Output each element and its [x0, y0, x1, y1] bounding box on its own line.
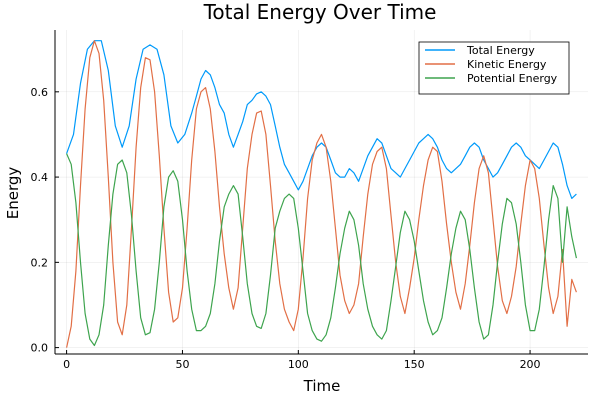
series-lines: [66, 40, 577, 348]
legend-label: Total Energy: [466, 44, 535, 57]
x-tick-label: 50: [175, 358, 189, 371]
x-tick-label: 0: [63, 358, 70, 371]
y-tick-label: 0.0: [31, 342, 49, 355]
x-axis-label: Time: [303, 377, 341, 395]
y-tick-label: 0.6: [31, 86, 49, 99]
axes: 0 50 100 150 200 0.0 0.2 0.4 0.6: [31, 30, 588, 371]
legend-label: Kinetic Energy: [467, 58, 547, 71]
series-line-potential-energy: [66, 153, 577, 347]
x-tick-label: 150: [404, 358, 425, 371]
y-tick-label: 0.2: [31, 256, 49, 269]
series-line-kinetic-energy: [66, 40, 577, 348]
x-tick-label: 200: [520, 358, 541, 371]
legend-label: Potential Energy: [467, 72, 558, 85]
series-line-total-energy: [66, 40, 577, 199]
chart-title: Total Energy Over Time: [203, 0, 437, 24]
y-tick-label: 0.4: [31, 171, 49, 184]
x-tick-label: 100: [288, 358, 309, 371]
y-axis-label: Energy: [4, 167, 22, 220]
